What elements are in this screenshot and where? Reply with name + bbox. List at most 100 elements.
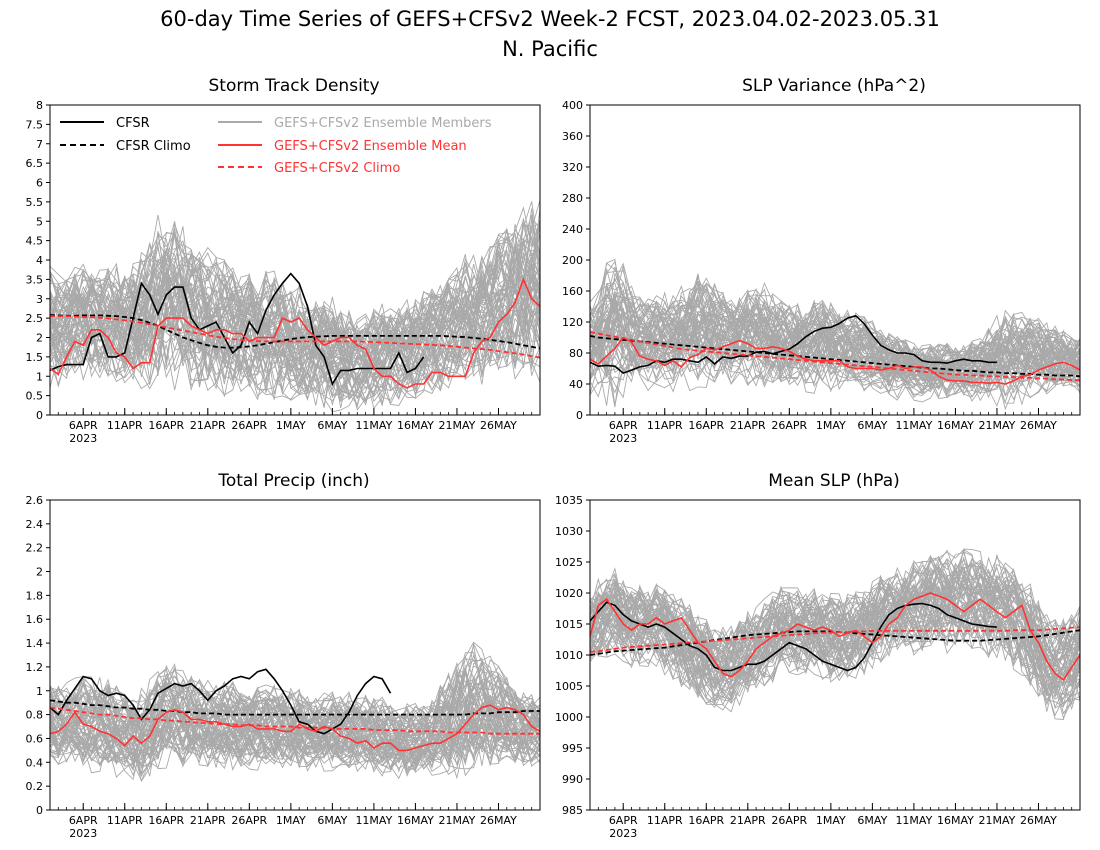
x-tick-label: 11MAY — [355, 419, 392, 432]
y-tick-label: 2.2 — [26, 542, 44, 555]
y-tick-label: 160 — [562, 285, 583, 298]
y-tick-label: 240 — [562, 223, 583, 236]
x-tick-label: 26APR — [231, 419, 267, 432]
y-tick-label: 1010 — [555, 649, 583, 662]
x-tick-label: 6APR — [69, 419, 98, 432]
legend: CFSR CFSR Climo GEFS+CFSv2 Ensemble Member… — [60, 116, 492, 176]
ensemble-members — [50, 641, 540, 783]
y-tick-label: 1020 — [555, 587, 583, 600]
x-tick-label: 21MAY — [979, 419, 1016, 432]
series-cfsr-climo — [590, 629, 1080, 656]
chart-panel-2: SLP Variance (hPa^2) 0 40 80 120 160 200 240 280… — [562, 76, 1081, 445]
y-tick-label: 4 — [36, 254, 43, 267]
x-tick-label: 21MAY — [979, 814, 1016, 827]
y-tick-label: 0 — [36, 804, 43, 817]
legend-label: GEFS+CFSv2 Ensemble Members — [274, 116, 492, 131]
member-line — [50, 314, 540, 408]
y-tick-label: 2 — [36, 332, 43, 345]
x-tick-label: 16APR — [148, 814, 184, 827]
member-line — [50, 200, 540, 350]
y-tick-label: 120 — [562, 316, 583, 329]
plot-frame — [49, 499, 541, 811]
member-line — [50, 722, 540, 783]
member-line — [590, 618, 1080, 707]
member-line — [590, 317, 1080, 384]
x-tick-label: 11MAY — [355, 814, 392, 827]
member-line — [50, 224, 540, 339]
x-tick-label: 16MAY — [937, 419, 974, 432]
member-line — [50, 259, 540, 376]
series-gefs-cfsv2-climo — [50, 706, 540, 735]
y-tick-label: 320 — [562, 161, 583, 174]
member-line — [50, 668, 540, 737]
member-line — [50, 238, 540, 359]
panel-title: Total Precip (inch) — [217, 471, 369, 491]
y-tick-label: 0.5 — [26, 390, 44, 403]
member-line — [50, 219, 540, 357]
y-tick-label: 990 — [562, 773, 583, 786]
y-tick-label: 7.5 — [26, 118, 44, 131]
y-tick-label: 2.6 — [26, 494, 44, 507]
y-tick-label: 0.8 — [26, 709, 44, 722]
y-tick-label: 0.4 — [26, 756, 44, 769]
x-tick-label: 21APR — [190, 814, 226, 827]
x-tick-label: 1MAY — [276, 419, 306, 432]
member-line — [50, 703, 540, 765]
x-tick-label: 11MAY — [895, 814, 932, 827]
member-line — [50, 655, 540, 737]
x-tick-label: 11MAY — [895, 419, 932, 432]
y-tick-label: 6.5 — [26, 157, 44, 170]
y-tick-label: 7 — [36, 138, 43, 151]
member-line — [50, 657, 540, 742]
y-tick-label: 8 — [36, 99, 43, 112]
x-tick-label: 6APR — [609, 419, 638, 432]
y-tick-label: 1.4 — [26, 637, 44, 650]
y-tick-label: 4.5 — [26, 235, 44, 248]
x-tick-label: 6MAY — [857, 419, 887, 432]
series-cfsr — [50, 668, 392, 735]
legend-label: CFSR — [116, 116, 150, 131]
member-line — [590, 566, 1080, 657]
x-tick-label: 16APR — [688, 419, 724, 432]
series-cfsr — [590, 601, 997, 672]
x-tick-year: 2023 — [609, 432, 637, 445]
y-tick-label: 280 — [562, 192, 583, 205]
member-line — [590, 282, 1080, 369]
panel-title: SLP Variance (hPa^2) — [742, 76, 926, 96]
legend-label: GEFS+CFSv2 Ensemble Mean — [274, 139, 467, 154]
y-tick-label: 1005 — [555, 680, 583, 693]
x-tick-label: 16MAY — [397, 419, 434, 432]
x-tick-label: 21MAY — [439, 419, 476, 432]
x-tick-label: 6MAY — [857, 814, 887, 827]
series-cfsr-climo — [50, 314, 540, 350]
member-line — [50, 680, 540, 747]
legend-label: GEFS+CFSv2 Climo — [274, 161, 400, 176]
member-line — [590, 569, 1080, 679]
x-tick-label: 11APR — [107, 419, 143, 432]
member-line — [590, 282, 1080, 367]
y-tick-label: 3.5 — [26, 273, 44, 286]
x-tick-label: 1MAY — [816, 814, 846, 827]
series-cfsr-climo — [590, 335, 1080, 378]
x-tick-label: 21MAY — [439, 814, 476, 827]
member-line — [50, 697, 540, 764]
x-tick-label: 26MAY — [1020, 419, 1057, 432]
panel-title: Storm Track Density — [208, 76, 379, 96]
member-line — [590, 294, 1080, 379]
y-tick-label: 1025 — [555, 556, 583, 569]
member-line — [590, 310, 1080, 387]
y-tick-label: 1.8 — [26, 589, 44, 602]
member-line — [590, 329, 1080, 395]
ensemble-members — [590, 258, 1080, 411]
y-tick-label: 5.5 — [26, 196, 44, 209]
series-gefs-cfsv2-ensemble-mean — [590, 336, 1080, 385]
y-tick-label: 1 — [36, 685, 43, 698]
member-line — [50, 679, 540, 750]
y-tick-label: 360 — [562, 130, 583, 143]
x-tick-label: 26APR — [771, 419, 807, 432]
panels-group: Storm Track Density 0 0.5 1 1.5 2 2.5 3 3.5 4 4.5 5… — [26, 76, 1081, 840]
member-line — [590, 326, 1080, 386]
member-line — [50, 672, 540, 749]
series-gefs-cfsv2-climo — [50, 315, 540, 359]
